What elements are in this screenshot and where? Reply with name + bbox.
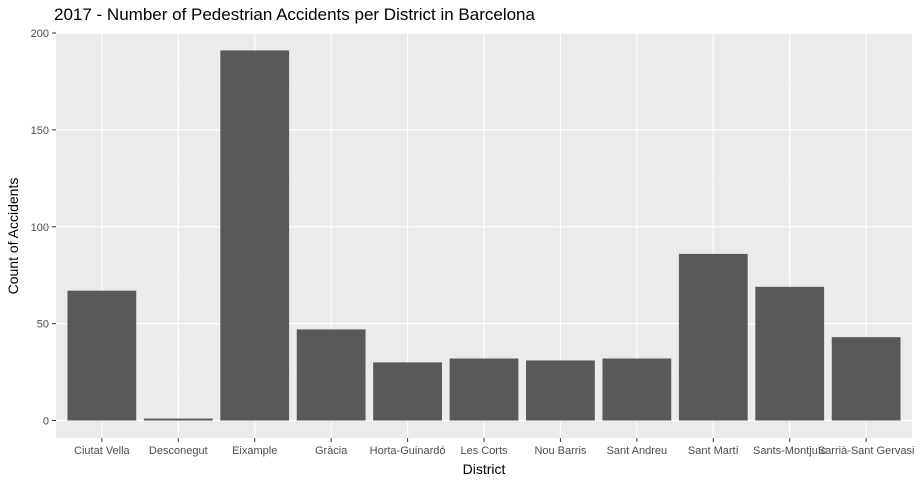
y-axis: 0 50 100 150 200: [31, 28, 56, 428]
x-tick-label: Sarrià-Sant Gervasi: [818, 445, 915, 457]
x-tick-label: Eixample: [232, 445, 277, 457]
x-tick-label: Gràcia: [315, 445, 348, 457]
bars: [67, 50, 901, 421]
x-axis: Ciutat Vella Desconegut Eixample Gràcia Hort…: [74, 438, 914, 457]
bar: [143, 418, 213, 421]
y-tick-label: 200: [31, 28, 49, 40]
bar: [67, 290, 137, 421]
chart-title: 2017 - Number of Pedestrian Accidents pe…: [54, 5, 536, 24]
bar: [831, 337, 901, 421]
y-tick-label: 50: [37, 319, 49, 331]
x-tick-label: Ciutat Vella: [74, 445, 131, 457]
bar: [220, 50, 290, 421]
bar: [678, 253, 748, 421]
bar: [296, 329, 366, 421]
y-tick-label: 0: [43, 416, 49, 428]
x-tick-label: Nou Barris: [534, 445, 586, 457]
bar: [526, 360, 595, 421]
bar: [755, 286, 825, 421]
x-tick-label: Sant Andreu: [607, 445, 668, 457]
x-tick-label: Horta-Guinardó: [370, 445, 446, 457]
x-axis-title: District: [463, 461, 506, 477]
x-tick-label: Desconegut: [149, 445, 208, 457]
bar: [373, 362, 442, 421]
x-tick-label: Sant Martí: [688, 445, 739, 457]
x-tick-label: Les Corts: [460, 445, 508, 457]
y-tick-label: 100: [31, 222, 49, 234]
x-tick-label: Sants-Montjuïc: [753, 445, 827, 457]
y-tick-label: 150: [31, 125, 49, 137]
bar: [602, 358, 672, 421]
y-axis-title: Count of Accidents: [5, 178, 21, 295]
bar: [449, 358, 519, 421]
